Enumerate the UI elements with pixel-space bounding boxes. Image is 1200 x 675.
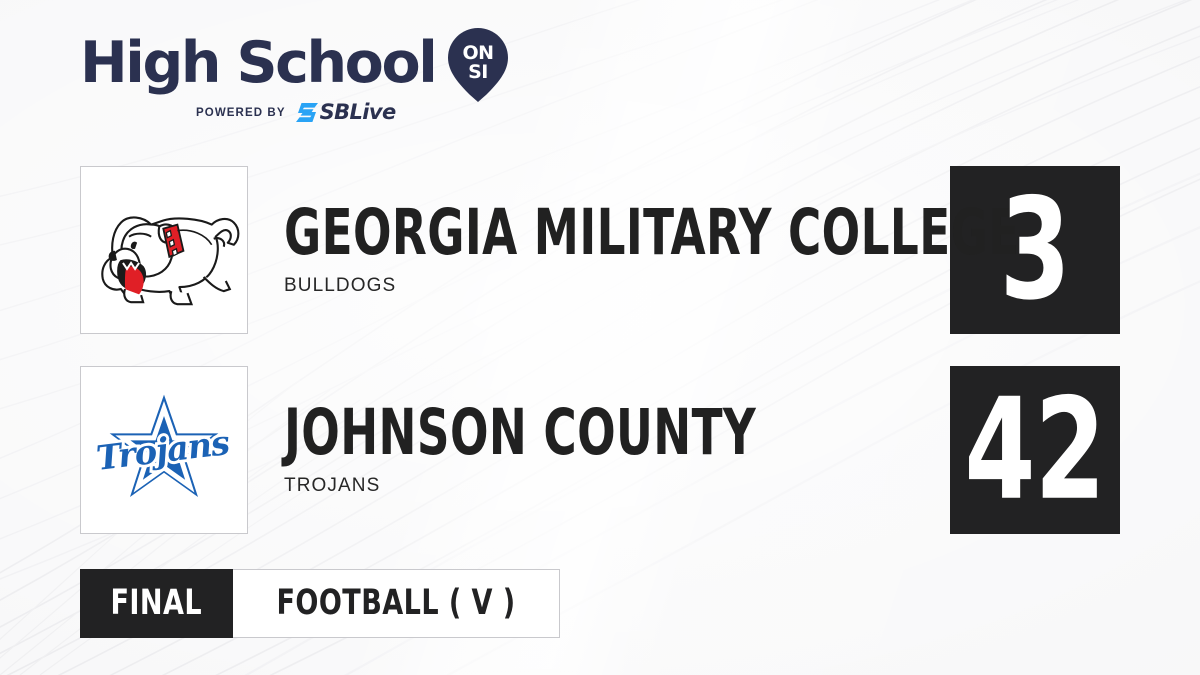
brand-wordmark: High School ON SI bbox=[80, 28, 540, 102]
score-value: 3 bbox=[999, 168, 1071, 332]
status-badge: FINAL bbox=[80, 569, 233, 638]
team-mascot: BULLDOGS bbox=[284, 275, 397, 297]
score-box: 42 bbox=[950, 366, 1120, 534]
bulldog-logo bbox=[80, 166, 248, 334]
team-row: GEORGIA MILITARY COLLEGE BULLDOGS 3 bbox=[80, 166, 1200, 334]
team-info: GEORGIA MILITARY COLLEGE BULLDOGS bbox=[248, 195, 1020, 297]
powered-by-label: POWERED BY bbox=[196, 106, 286, 119]
score-value: 42 bbox=[964, 368, 1106, 532]
trojans-star-logo: Trojans bbox=[80, 366, 248, 534]
game-status-bar: FINAL FOOTBALL ( V ) bbox=[80, 569, 560, 638]
powered-by-row: POWERED BY SBLive bbox=[80, 102, 540, 123]
svg-text:Trojans: Trojans bbox=[94, 422, 232, 478]
brand-header: High School ON SI POWERED BY bbox=[80, 28, 540, 123]
sport-label: FOOTBALL ( V ) bbox=[275, 583, 516, 623]
brand-title: High School bbox=[80, 29, 438, 96]
sport-label-chip: FOOTBALL ( V ) bbox=[232, 569, 560, 638]
team-info: JOHNSON COUNTY TROJANS bbox=[248, 395, 950, 497]
team-mascot: TROJANS bbox=[284, 475, 381, 497]
location-pin-icon: ON SI bbox=[447, 28, 509, 102]
svg-text:SI: SI bbox=[468, 61, 488, 83]
team-name: JOHNSON COUNTY bbox=[284, 395, 757, 469]
team-row: Trojans JOHNSON COUNTY TROJANS 42 bbox=[80, 366, 1200, 534]
sblive-bolt-icon bbox=[295, 103, 319, 122]
sblive-wordmark: SBLive bbox=[319, 100, 397, 124]
status-state-label: FINAL bbox=[110, 583, 203, 623]
sblive-logo: SBLive bbox=[295, 102, 396, 123]
team-name: GEORGIA MILITARY COLLEGE bbox=[284, 195, 1020, 269]
